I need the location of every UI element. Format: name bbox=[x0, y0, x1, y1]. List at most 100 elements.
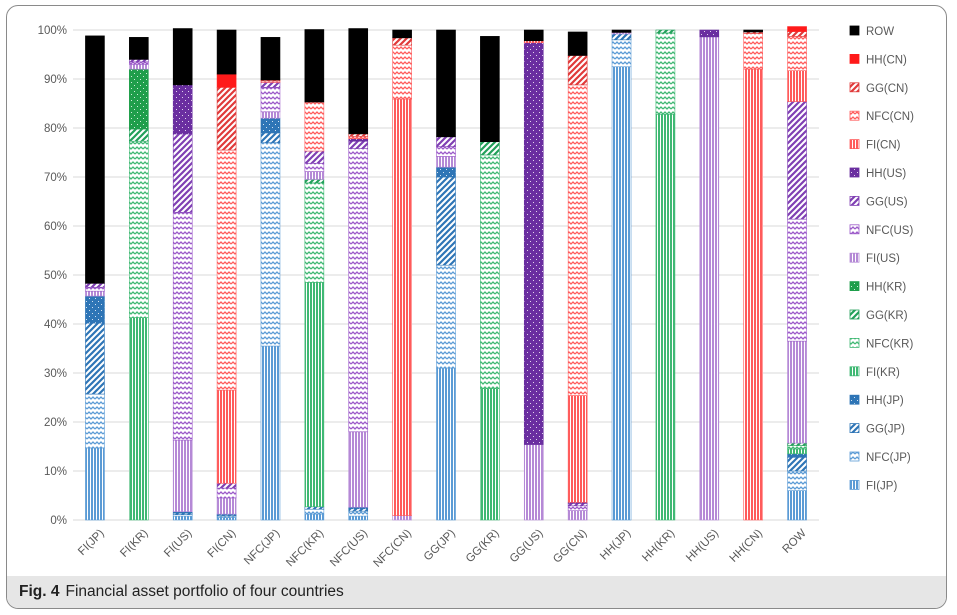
y-tick-label: 0% bbox=[50, 515, 67, 527]
bar-segment-gg-jp-hh-jp bbox=[436, 166, 456, 178]
legend-item-nfc-us: NFC(US) bbox=[849, 224, 913, 237]
bar-segment-gg-jp-gg-jp bbox=[436, 176, 456, 266]
legend-label: NFC(US) bbox=[866, 225, 913, 237]
bar-segment-hh-us-hh-us bbox=[699, 29, 720, 38]
bar-segment-gg-jp-nfc-jp bbox=[436, 264, 456, 369]
bar-segment-fi-us-hh-us bbox=[172, 84, 193, 135]
bar-stack-gg-us bbox=[523, 29, 544, 521]
legend-item-fi-cn: FI(CN) bbox=[849, 139, 901, 152]
y-tick-label: 70% bbox=[44, 172, 67, 184]
bar-segment-fi-kr-row bbox=[129, 37, 149, 60]
bar-stack-fi-kr bbox=[129, 37, 149, 521]
bar-segment-nfc-kr-fi-us bbox=[304, 171, 325, 180]
bar-segment-nfc-cn-row bbox=[392, 29, 412, 39]
bar-segment-fi-kr-fi-kr bbox=[129, 317, 149, 521]
bar-stack-fi-cn bbox=[216, 29, 237, 521]
caption-label: Fig. 4 bbox=[19, 583, 60, 600]
legend-label: HH(JP) bbox=[866, 395, 904, 407]
bar-segment-nfc-kr-nfc-kr bbox=[304, 182, 325, 283]
legend-label: FI(US) bbox=[866, 253, 900, 265]
x-axis-ticks: FI(JP) FI(KR) FI(US) FI(CN) NFC(JP) NFC(KR) NF… bbox=[76, 527, 809, 569]
legend-swatch bbox=[849, 139, 860, 150]
bar-segment-gg-kr-row bbox=[480, 36, 500, 143]
bar-segment-nfc-us-nfc-jp bbox=[348, 510, 369, 517]
bar-stack-row bbox=[787, 26, 807, 521]
legend-swatch bbox=[849, 25, 860, 36]
x-tick-label: HH(CN) bbox=[728, 527, 766, 565]
bar-segment-fi-kr-fi-us bbox=[129, 63, 149, 70]
legend-label: HH(US) bbox=[866, 168, 906, 180]
bar-segment-nfc-jp-row bbox=[260, 37, 281, 81]
y-tick-label: 30% bbox=[44, 368, 67, 380]
bar-stack-fi-us bbox=[172, 28, 193, 521]
bar-segment-nfc-kr-gg-us bbox=[304, 150, 325, 164]
bar-segment-fi-kr-nfc-us bbox=[129, 61, 149, 65]
bar-segment-gg-kr-nfc-kr bbox=[480, 154, 500, 389]
x-tick-label: ROW bbox=[781, 527, 809, 555]
bar-segment-fi-cn-gg-cn bbox=[216, 87, 237, 151]
y-tick-label: 80% bbox=[44, 123, 67, 135]
bar-segment-nfc-cn-gg-cn bbox=[392, 37, 412, 46]
legend-swatch bbox=[849, 252, 860, 263]
x-tick-label: NFC(US) bbox=[328, 527, 370, 569]
bar-stack-fi-jp bbox=[85, 35, 105, 521]
bar-segment-fi-cn-fi-jp bbox=[216, 517, 237, 521]
bar-segment-gg-jp-fi-us bbox=[436, 156, 456, 168]
bar-segment-nfc-us-gg-cn bbox=[348, 133, 369, 137]
bar-segment-fi-cn-hh-cn bbox=[216, 73, 237, 88]
bar-segment-nfc-cn-fi-us bbox=[392, 515, 412, 521]
legend-item-gg-jp: GG(JP) bbox=[849, 423, 905, 436]
bar-segment-gg-us-fi-us bbox=[523, 444, 544, 521]
x-tick-label: GG(JP) bbox=[422, 527, 458, 563]
bar-segment-nfc-us-fi-jp bbox=[348, 515, 369, 521]
legend-item-hh-jp: HH(JP) bbox=[849, 394, 904, 407]
bar-stack-hh-us bbox=[699, 29, 720, 521]
bar-segment-nfc-kr-gg-jp bbox=[304, 506, 325, 510]
bar-segment-row-fi-kr bbox=[787, 448, 807, 455]
legend-swatch bbox=[849, 451, 860, 462]
x-tick-label: NFC(KR) bbox=[284, 527, 326, 569]
legend-swatch bbox=[849, 82, 860, 93]
legend-swatch bbox=[849, 110, 860, 121]
x-tick-label: HH(JP) bbox=[598, 527, 633, 562]
bar-segment-gg-cn-fi-us bbox=[567, 510, 588, 521]
bar-segment-fi-cn-fi-us bbox=[216, 497, 237, 515]
legend-item-fi-jp: FI(JP) bbox=[849, 479, 897, 492]
bar-segment-gg-cn-row bbox=[567, 31, 588, 56]
bar-stack-gg-jp bbox=[436, 29, 456, 521]
bar-segment-hh-kr-gg-kr bbox=[655, 29, 676, 34]
bar-segment-fi-us-gg-us bbox=[172, 133, 193, 213]
bar-segment-nfc-jp-hh-jp bbox=[260, 117, 281, 134]
legend-swatch bbox=[849, 167, 860, 178]
y-tick-label: 20% bbox=[44, 417, 67, 429]
x-tick-label: FI(CN) bbox=[206, 527, 239, 560]
legend-item-fi-kr: FI(KR) bbox=[849, 366, 900, 379]
legend-label: HH(KR) bbox=[866, 282, 906, 294]
bar-segment-gg-jp-fi-jp bbox=[436, 367, 456, 521]
legend-label: ROW bbox=[866, 26, 894, 38]
bar-segment-nfc-jp-nfc-jp bbox=[260, 142, 281, 347]
bar-segment-gg-kr-gg-kr bbox=[480, 141, 500, 156]
bar-segment-nfc-jp-nfc-us bbox=[260, 87, 281, 113]
bar-segment-nfc-jp-gg-jp bbox=[260, 132, 281, 144]
bar-segment-fi-cn-fi-cn bbox=[216, 389, 237, 484]
legend: ROW HH(CN) GG(CN) NFC(CN) FI(CN) HH(US) GG(US)… bbox=[849, 25, 914, 492]
x-tick-label: FI(KR) bbox=[118, 527, 151, 560]
bar-segment-row-gg-jp bbox=[787, 456, 807, 472]
bar-segment-gg-us-hh-us bbox=[523, 42, 544, 445]
bar-segment-row-fi-us bbox=[787, 340, 807, 444]
bar-segment-hh-cn-row bbox=[743, 29, 763, 33]
bar-segment-nfc-cn-fi-cn bbox=[392, 98, 412, 516]
caption-text: Financial asset portfolio of four countr… bbox=[65, 583, 344, 600]
bar-segment-row-nfc-jp bbox=[787, 470, 807, 491]
y-axis-ticks: 0% 10% 20% 30% 40% 50% 60% 70% 80% 90% 100% bbox=[38, 25, 67, 527]
y-tick-label: 60% bbox=[44, 221, 67, 233]
bar-segment-nfc-kr-fi-kr bbox=[304, 282, 325, 508]
bar-segment-fi-jp-nfc-us bbox=[85, 286, 105, 292]
bar-stack-hh-kr bbox=[655, 29, 676, 521]
bar-segment-fi-kr-gg-kr bbox=[129, 128, 149, 142]
bar-segment-nfc-us-nfc-us bbox=[348, 148, 369, 433]
bar-segment-row-fi-jp bbox=[787, 490, 807, 521]
bar-segment-gg-cn-nfc-cn bbox=[567, 84, 588, 396]
bar-stack-nfc-kr bbox=[304, 29, 325, 521]
